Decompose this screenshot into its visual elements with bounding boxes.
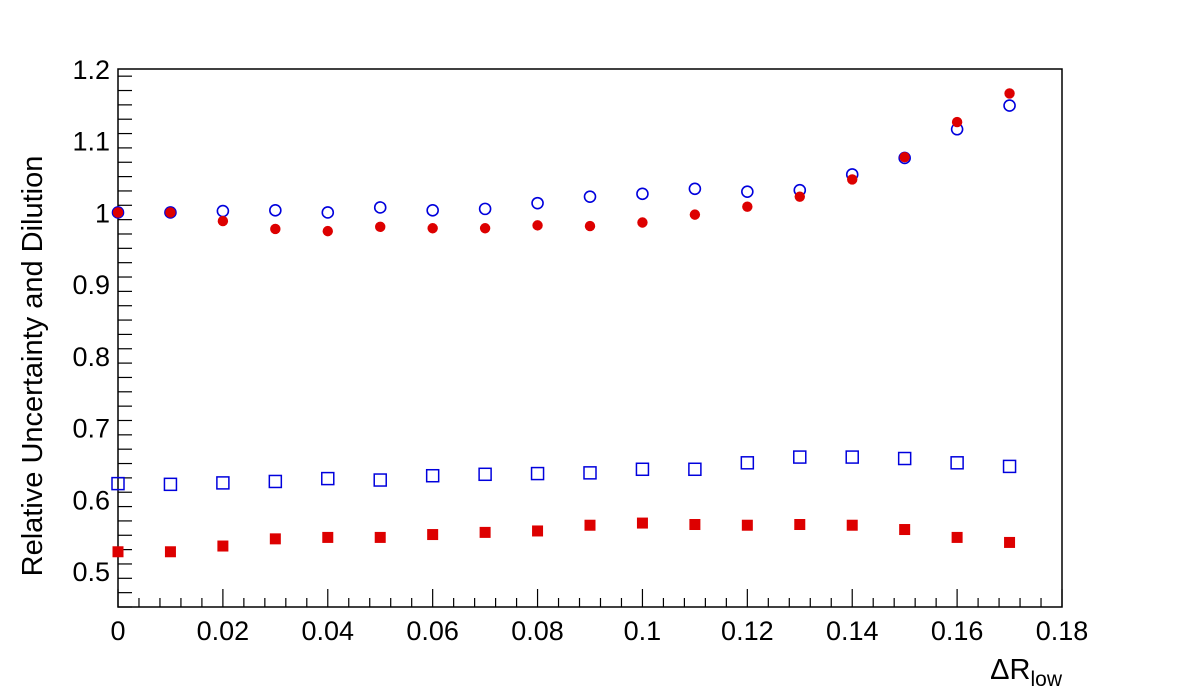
data-point-open-square (740, 456, 755, 470)
data-point-open-circle (269, 204, 282, 217)
data-point-filled-circle (322, 225, 333, 237)
y-axis-title: Relative Uncertainty and Dilution (17, 156, 49, 577)
data-point-filled-square (217, 540, 229, 552)
data-point-open-circle (478, 202, 492, 216)
data-point-open-circle (216, 204, 230, 218)
data-point-open-square (216, 476, 230, 490)
x-tick-label: 0.14 (826, 616, 879, 646)
x-tick-label: 0.1 (624, 616, 662, 646)
y-tick-label: 0.8 (72, 342, 110, 372)
data-point-open-square (111, 476, 125, 491)
data-point-filled-square (427, 529, 439, 541)
data-point-filled-square (112, 546, 124, 558)
data-point-filled-square (951, 531, 963, 543)
data-point-filled-circle (899, 152, 910, 163)
y-axis: 0.5 0.6 0.7 0.8 0.9 1 1.1 1.2 (72, 55, 132, 608)
data-point-filled-square (584, 519, 596, 531)
data-point-filled-square (322, 531, 334, 543)
data-point-open-square (1002, 459, 1017, 474)
data-point-filled-circle (217, 215, 229, 227)
y-tick-label: 0.6 (72, 485, 110, 515)
data-point-filled-square (689, 519, 701, 531)
data-point-filled-circle (951, 116, 963, 128)
data-point-open-square (268, 474, 283, 489)
data-point-open-circle (1003, 99, 1016, 112)
y-tick-label: 0.5 (72, 557, 110, 587)
x-axis-title-main: ΔR (990, 654, 1030, 686)
x-tick-label: 0.16 (931, 616, 984, 646)
data-point-open-circle (373, 201, 387, 214)
data-point-open-circle (321, 206, 335, 219)
data-point-open-square (845, 450, 859, 464)
y-tick-label: 1.2 (72, 55, 110, 85)
data-point-open-square (425, 468, 440, 483)
data-point-filled-square (164, 546, 176, 558)
data-point-filled-circle (847, 174, 858, 185)
data-point-open-square (688, 462, 702, 477)
data-point-open-square (321, 471, 335, 486)
data-point-open-square (163, 477, 178, 492)
data-point-filled-circle (637, 217, 648, 228)
y-tick-label: 0.9 (72, 270, 110, 300)
y-tick-label: 1 (95, 198, 110, 228)
data-point-filled-circle (165, 207, 176, 218)
x-tick-label: 0 (110, 616, 125, 646)
data-point-open-circle (111, 206, 125, 219)
data-point-open-square (478, 467, 492, 482)
data-point-filled-square (636, 517, 648, 529)
data-point-filled-square (741, 519, 753, 531)
data-point-filled-square (846, 519, 858, 531)
data-point-open-square (793, 450, 807, 464)
data-point-filled-square (479, 526, 491, 538)
x-tick-label: 0.02 (197, 616, 250, 646)
data-point-filled-circle (112, 207, 124, 218)
data-point-open-square (950, 456, 964, 470)
data-point-open-circle (164, 206, 177, 219)
x-axis-title: ΔRlow (990, 654, 1063, 691)
x-tick-label: 0.18 (1036, 616, 1089, 646)
data-point-filled-square (269, 533, 281, 545)
x-axis-title-subscript: low (1030, 668, 1062, 691)
data-point-filled-circle (532, 220, 543, 231)
data-point-filled-square (532, 525, 544, 537)
data-point-filled-circle (794, 191, 805, 202)
data-point-open-square (530, 466, 545, 481)
data-point-open-circle (583, 190, 597, 203)
data-point-open-square (635, 462, 650, 477)
data-point-filled-circle (270, 223, 281, 235)
x-tick-label: 0.04 (301, 616, 354, 646)
x-tick-label: 0.08 (511, 616, 564, 646)
data-point-filled-circle (1004, 88, 1015, 99)
y-tick-label: 0.7 (72, 414, 110, 444)
data-point-filled-circle (689, 209, 701, 220)
data-point-open-square (897, 451, 912, 466)
data-point-filled-square (374, 531, 386, 543)
data-point-filled-circle (584, 220, 596, 232)
data-point-open-circle (636, 187, 649, 201)
data-point-open-circle (531, 196, 544, 210)
x-tick-label: 0.06 (406, 616, 459, 646)
data-point-filled-circle (427, 223, 438, 234)
data-point-filled-square (794, 519, 806, 531)
data-point-filled-circle (742, 201, 753, 212)
data-point-filled-circle (479, 223, 491, 234)
data-point-open-circle (741, 185, 754, 198)
data-point-open-circle (688, 182, 702, 196)
x-axis: 0 0.02 0.04 0.06 0.08 0.1 0.12 0.14 0.16 0.18 (110, 589, 1088, 646)
plot-frame (117, 68, 1063, 608)
data-point-open-circle (426, 204, 439, 217)
data-markers (111, 88, 1017, 558)
data-point-filled-circle (375, 221, 386, 233)
data-point-open-square (583, 466, 597, 480)
y-tick-label: 1.1 (72, 127, 110, 157)
data-point-filled-square (1004, 536, 1016, 548)
x-tick-label: 0.12 (721, 616, 774, 646)
data-point-open-square (373, 473, 387, 487)
data-point-filled-square (899, 524, 911, 536)
